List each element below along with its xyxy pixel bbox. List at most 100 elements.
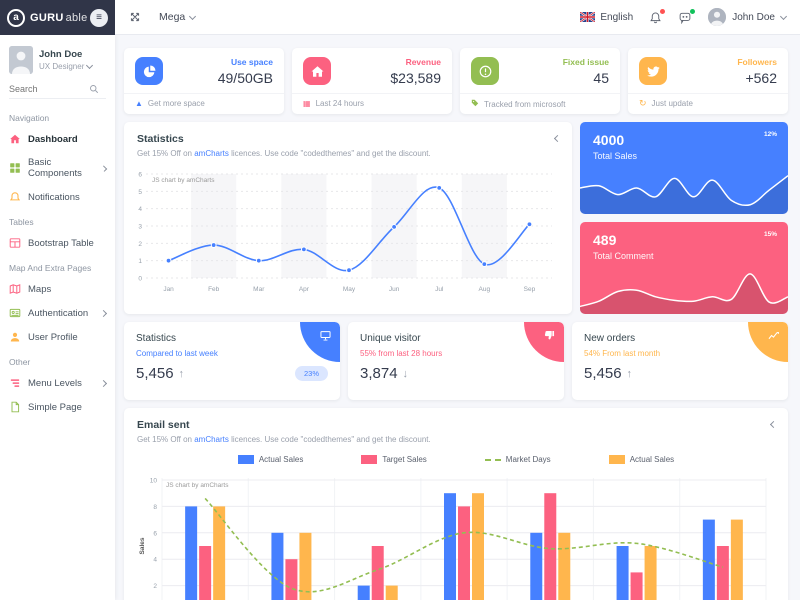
chat-icon: [679, 12, 691, 24]
user-icon: [9, 331, 21, 343]
stat-card-label: Followers: [737, 57, 777, 67]
sidebar-item-bootstrap-table[interactable]: Bootstrap Table: [0, 231, 115, 255]
stat-card-value: +562: [745, 70, 777, 86]
exclamation-circle-icon: [471, 57, 499, 85]
stat-card-followers: Followers +562 ↻ Just update: [628, 48, 788, 114]
metric-title: Unique visitor: [360, 333, 421, 344]
svg-text:Apr: Apr: [299, 286, 310, 293]
sidebar-section-navigation: Navigation: [9, 113, 50, 123]
svg-text:0: 0: [138, 276, 142, 283]
navbar-right: English John Doe: [580, 8, 788, 26]
metric-cards-row: Statistics Compared to last week 5,456 ↑…: [124, 322, 788, 400]
brand-header: a GURU able ≡: [0, 0, 115, 35]
sidebar-search: [9, 84, 106, 99]
home-icon: [303, 57, 331, 85]
metric-value: 3,874: [360, 365, 398, 382]
stat-card-label: Revenue: [405, 57, 441, 67]
legend-item[interactable]: Actual Sales: [608, 455, 674, 464]
user-name-label: John Doe: [732, 11, 775, 23]
stat-card-footer: Get more space: [147, 99, 205, 108]
tag-icon: [471, 99, 479, 109]
sidebar-item-simple-page[interactable]: Simple Page: [0, 395, 115, 419]
top-navbar: Mega English: [115, 0, 800, 35]
svg-text:Sales: Sales: [139, 537, 146, 554]
stat-card-footer: Just update: [651, 99, 693, 108]
home-icon: [9, 133, 21, 145]
sidebar-item-maps[interactable]: Maps: [0, 277, 115, 301]
sidebar-item-authentication[interactable]: Authentication: [0, 301, 115, 325]
chevron-down-icon: [189, 12, 197, 20]
sidebar-item-menu-levels[interactable]: Menu Levels: [0, 371, 115, 395]
brand-name-bold: GURU: [30, 11, 64, 24]
metric-subtitle: 55% from last 28 hours: [360, 349, 443, 358]
sidebar-section-map-extra: Map And Extra Pages: [9, 263, 92, 273]
trend-up-icon: ↑: [178, 367, 185, 380]
calendar-icon: ▦: [303, 98, 311, 108]
twitter-icon: [639, 57, 667, 85]
svg-text:Feb: Feb: [208, 286, 220, 293]
svg-text:8: 8: [153, 504, 157, 511]
total-sales-widget: 4000 Total Sales 12%: [580, 122, 788, 214]
chevron-right-icon: [100, 164, 108, 172]
sidebar-item-notifications[interactable]: Notifications: [0, 185, 115, 209]
notifications-button[interactable]: [649, 8, 666, 24]
legend-swatch: [237, 455, 254, 464]
sidebar-toggle-button[interactable]: ≡: [90, 8, 108, 27]
amcharts-link[interactable]: amCharts: [194, 149, 229, 158]
stat-card-footer: Last 24 hours: [315, 99, 365, 108]
legend-item[interactable]: Target Sales: [361, 455, 427, 464]
sidebar-item-basic-components[interactable]: Basic Components: [0, 151, 115, 185]
svg-text:JS chart by amCharts: JS chart by amCharts: [166, 482, 229, 489]
language-selector[interactable]: English: [580, 12, 633, 23]
levels-icon: [9, 377, 21, 389]
messages-button[interactable]: [678, 8, 696, 24]
total-comment-sparkline: [580, 273, 788, 314]
total-comment-widget: 489 Total Comment 15%: [580, 222, 788, 314]
sidebar-user-avatar: [9, 46, 33, 74]
chevron-down-icon: [86, 61, 94, 70]
charts-row: Statistics Get 15% Off on amCharts licen…: [124, 122, 788, 314]
legend-item[interactable]: Market Days: [484, 455, 551, 464]
card-title: Email sent: [137, 419, 190, 431]
svg-text:2: 2: [138, 241, 142, 248]
mega-menu-label: Mega: [159, 11, 186, 23]
map-icon: [9, 283, 21, 295]
stat-card-fixed-issue: Fixed issue 45 Tracked from microsoft: [460, 48, 620, 114]
widget-label: Total Sales: [593, 151, 638, 161]
sidebar-user-role[interactable]: UX Designer: [39, 61, 94, 71]
amcharts-link[interactable]: amCharts: [194, 435, 229, 444]
table-icon: [9, 237, 21, 249]
user-menu[interactable]: John Doe: [708, 8, 788, 26]
stat-cards-row: Use space 49/50GB ▲ Get more space Reven…: [124, 48, 788, 114]
svg-text:1: 1: [138, 258, 142, 265]
sidebar-item-dashboard[interactable]: Dashboard: [0, 127, 115, 151]
chevron-down-icon: [779, 12, 788, 20]
fullscreen-icon[interactable]: [129, 11, 141, 23]
widget-value: 489: [593, 232, 617, 248]
refresh-icon: ↻: [639, 98, 647, 108]
search-icon[interactable]: [89, 84, 99, 94]
statistics-card: Statistics Get 15% Off on amCharts licen…: [124, 122, 572, 314]
mega-menu[interactable]: Mega: [159, 11, 197, 23]
metric-title: New orders: [584, 333, 636, 344]
svg-text:10: 10: [150, 478, 158, 485]
stat-card-footer: Tracked from microsoft: [484, 99, 566, 109]
metric-subtitle: 54% From last month: [584, 349, 661, 358]
sidebar-item-user-profile[interactable]: User Profile: [0, 325, 115, 349]
svg-text:5: 5: [138, 189, 142, 196]
stat-card-label: Use space: [230, 57, 273, 67]
sidebar: John Doe UX Designer Navigation Dashboar…: [0, 35, 115, 600]
search-input[interactable]: [9, 84, 89, 94]
legend-item[interactable]: Actual Sales: [237, 455, 303, 464]
sidebar-user-name: John Doe: [39, 49, 83, 60]
main-content: Use space 49/50GB ▲ Get more space Reven…: [115, 35, 800, 600]
stat-card-value: 49/50GB: [217, 70, 273, 86]
sidebar-user-card: John Doe UX Designer: [0, 44, 115, 82]
svg-text:Sep: Sep: [524, 286, 536, 293]
svg-text:Aug: Aug: [479, 286, 491, 293]
svg-text:Mar: Mar: [253, 286, 265, 293]
pie-chart-icon: [135, 57, 163, 85]
svg-text:Jan: Jan: [163, 286, 174, 293]
stat-card-revenue: Revenue $23,589 ▦ Last 24 hours: [292, 48, 452, 114]
card-subtitle: Get 15% Off on amCharts licences. Use co…: [137, 435, 431, 444]
